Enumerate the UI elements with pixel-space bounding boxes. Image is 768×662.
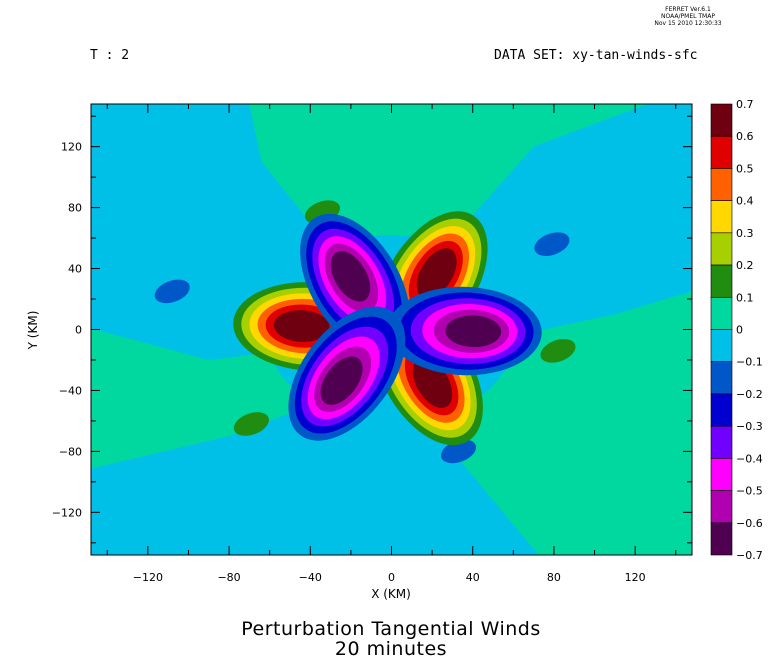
lobe-band xyxy=(336,258,363,292)
stamp-org: NOAA/PMEL TMAP xyxy=(661,13,715,20)
colorbar-label: −0.6 xyxy=(736,517,763,530)
lobe-5 xyxy=(387,286,542,376)
colorbar-label: 0.2 xyxy=(736,259,754,272)
colorbar-label: −0.2 xyxy=(736,388,763,401)
y-axis-title: Y (KM) xyxy=(26,311,40,351)
dataset-label: DATA SET: xy-tan-winds-sfc xyxy=(494,48,698,63)
x-tick-label: 120 xyxy=(625,571,646,584)
lobe-band xyxy=(326,366,355,398)
colorbar-label: −0.7 xyxy=(736,549,763,562)
small-feature-4 xyxy=(154,279,190,304)
x-tick-label: 40 xyxy=(466,571,480,584)
x-tick-label: −120 xyxy=(133,571,163,584)
y-tick-label: −80 xyxy=(59,445,82,458)
small-feature-3 xyxy=(540,339,576,363)
colorbar-swatch xyxy=(710,329,733,363)
colorbar-swatch xyxy=(710,490,733,524)
y-tick-label: −40 xyxy=(59,384,82,397)
y-axis: 120 80 40 0 −40 −80 −120 xyxy=(52,115,692,544)
ferret-stamp: FERRET Ver.6.1 NOAA/PMEL TMAP Nov 15 201… xyxy=(640,6,736,27)
colorbar-swatch xyxy=(710,168,733,201)
time-label: T : 2 xyxy=(90,48,130,63)
x-tick-label: 0 xyxy=(388,571,395,584)
colorbar-label: 0 xyxy=(736,324,743,337)
lobe-band xyxy=(424,255,451,289)
x-tick-label: 80 xyxy=(547,571,561,584)
y-tick-label: −120 xyxy=(52,506,82,519)
chart-title: Perturbation Tangential Winds xyxy=(241,618,541,640)
x-tick-label: −40 xyxy=(299,571,322,584)
colorbar-swatch xyxy=(710,103,733,137)
lobe-band xyxy=(457,321,494,342)
colorbar-label: −0.1 xyxy=(736,356,763,369)
x-axis-title: X (KM) xyxy=(371,587,411,601)
stamp-version: FERRET Ver.6.1 xyxy=(665,6,711,13)
colorbar-swatch xyxy=(710,393,733,427)
lobe-6 xyxy=(288,306,406,441)
lobe-band xyxy=(420,367,447,401)
x-axis: −120 −80 −40 0 40 80 120 xyxy=(106,104,677,584)
colorbar-label: 0.7 xyxy=(736,98,754,111)
colorbar-swatch xyxy=(710,264,733,298)
colorbar-swatch xyxy=(710,200,733,234)
colorbar-label: 0.3 xyxy=(736,227,754,240)
y-tick-label: 40 xyxy=(68,263,82,276)
y-tick-label: 0 xyxy=(75,324,82,337)
small-feature-6 xyxy=(440,439,477,464)
colorbar-swatch xyxy=(710,522,733,556)
colorbar-swatch xyxy=(710,361,733,395)
colorbar-label: 0.6 xyxy=(736,130,754,143)
small-feature-2 xyxy=(233,412,269,436)
x-tick-label: −80 xyxy=(217,571,240,584)
colorbar-label: −0.3 xyxy=(736,420,763,433)
colorbar-label: −0.4 xyxy=(736,452,763,465)
colorbar-swatch xyxy=(710,425,733,459)
colorbar-label: 0.4 xyxy=(736,195,754,208)
colorbar-swatch xyxy=(710,135,733,169)
y-tick-label: 120 xyxy=(61,141,82,154)
colorbar-label: −0.5 xyxy=(736,485,763,498)
stamp-date: Nov 15 2010 12:30:33 xyxy=(654,20,722,27)
colorbar-swatch xyxy=(710,296,733,330)
colorbar-swatch xyxy=(710,458,733,491)
y-tick-label: 80 xyxy=(68,202,82,215)
negative-region-3 xyxy=(91,329,539,555)
contour-field xyxy=(91,104,692,555)
colorbar-swatch xyxy=(710,232,733,266)
colorbar: 0.7 0.6 0.5 0.4 0.3 0.2 0.1 0 −0.1 −0.2 −0.3 −0.4 −0… xyxy=(710,98,763,562)
chart-subtitle: 20 minutes xyxy=(334,638,448,660)
colorbar-label: 0.5 xyxy=(736,162,754,175)
colorbar-label: 0.1 xyxy=(736,291,754,304)
small-feature-5 xyxy=(534,232,570,256)
lobe-band xyxy=(281,315,318,337)
